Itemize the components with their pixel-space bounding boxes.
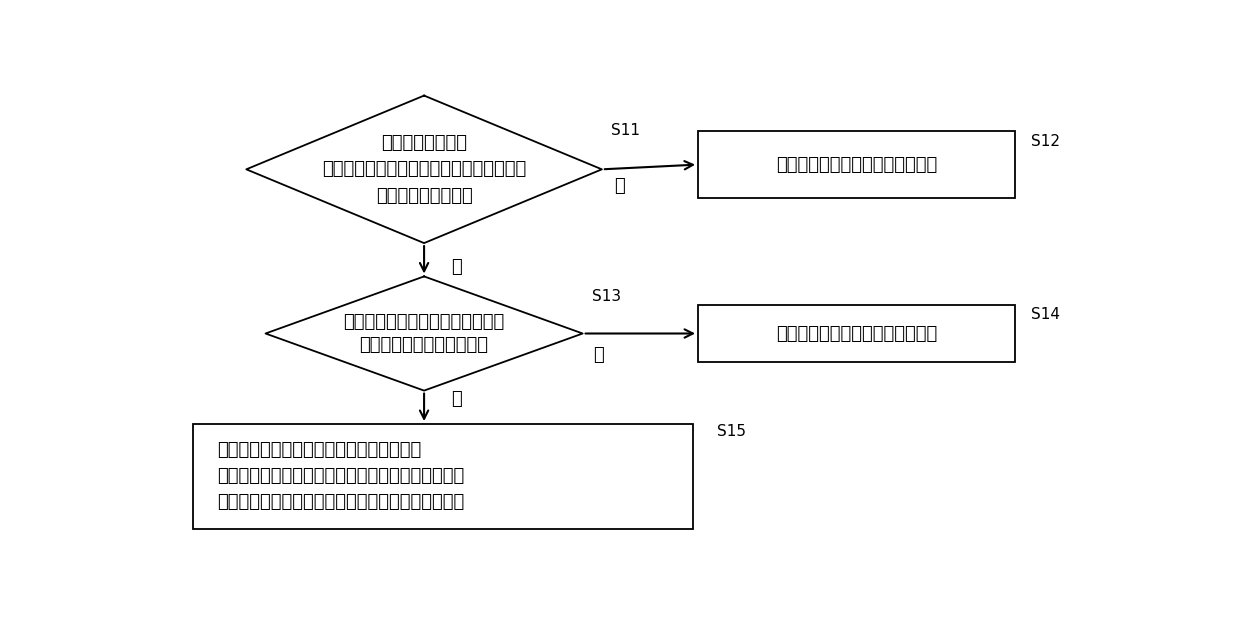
Text: S14: S14	[1032, 307, 1060, 323]
Text: 且检测得到所述发动机的转速满足三档工作的转速范: 且检测得到所述发动机的转速满足三档工作的转速范	[217, 467, 465, 485]
Text: S12: S12	[1032, 133, 1060, 149]
Text: 作的水温阈值范围: 作的水温阈值范围	[381, 134, 467, 152]
Text: 是: 是	[593, 346, 604, 365]
Text: 是否满足二档工作的水温阈值范围: 是否满足二档工作的水温阈值范围	[343, 313, 505, 331]
Text: S13: S13	[593, 289, 621, 303]
Text: 驱动电磁离合器采用二档工作模式: 驱动电磁离合器采用二档工作模式	[776, 324, 937, 342]
Bar	[698, 305, 1016, 362]
Text: 否: 否	[451, 258, 461, 276]
Text: 是: 是	[614, 177, 625, 195]
Text: 判断所述检测得到的水温值: 判断所述检测得到的水温值	[360, 336, 489, 354]
Text: 根据检测得到的水温值判断是否满足一档工: 根据检测得到的水温值判断是否满足一档工	[322, 160, 526, 179]
Text: S11: S11	[611, 123, 641, 138]
Text: S15: S15	[717, 424, 746, 439]
Text: 否: 否	[451, 390, 461, 408]
Bar	[698, 131, 1016, 198]
Text: 驱动电磁离合器采用一档工作模式: 驱动电磁离合器采用一档工作模式	[776, 156, 937, 174]
Text: 围，驱动所述电磁离合器采用三档工作模式: 围，驱动所述电磁离合器采用三档工作模式	[217, 441, 422, 459]
Bar	[193, 424, 693, 528]
Text: 检测发动机的水温，: 检测发动机的水温，	[376, 187, 472, 205]
Text: 当检测到的水温值满足三档工作的水温阈值范围，并: 当检测到的水温值满足三档工作的水温阈值范围，并	[217, 493, 465, 512]
